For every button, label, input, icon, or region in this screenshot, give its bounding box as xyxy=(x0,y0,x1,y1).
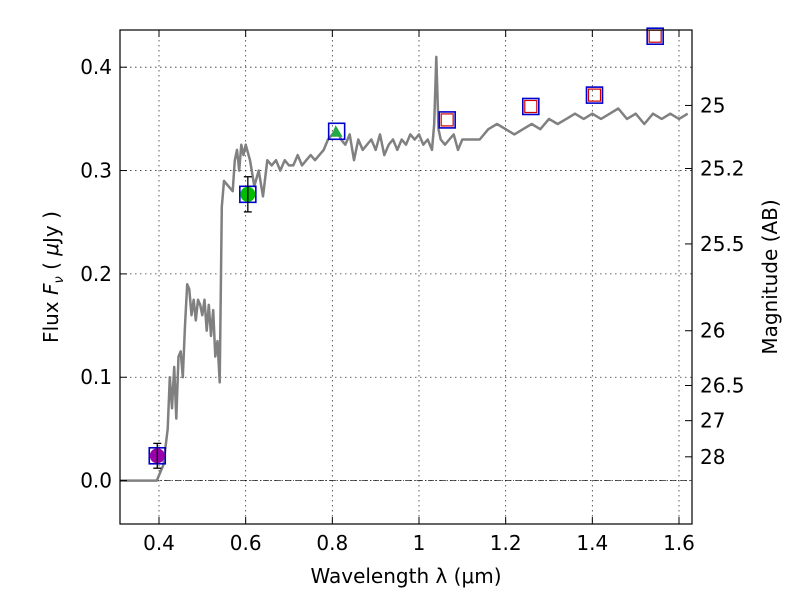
y2-tick-label-1: 25.2 xyxy=(700,156,745,180)
x-tick-label-1: 0.6 xyxy=(230,531,262,555)
y2-axis-label: Magnitude (AB) xyxy=(758,199,782,354)
model-box-z xyxy=(327,122,346,141)
model-box-Y xyxy=(438,111,456,129)
x-tick-label-5: 1.4 xyxy=(576,531,608,555)
grid-layer xyxy=(120,30,692,524)
data-point-z xyxy=(330,125,343,137)
x-tick-label-3: 1 xyxy=(413,531,426,555)
y-tick-label-1: 0.1 xyxy=(80,365,112,389)
data-point-K xyxy=(648,29,662,43)
x-tick-label-4: 1.2 xyxy=(490,531,522,555)
y2-tick-label-6: 28 xyxy=(700,445,725,469)
y-tick-label-3: 0.3 xyxy=(80,159,112,183)
y-tick-label-0: 0.0 xyxy=(80,469,112,493)
model-box-J xyxy=(521,97,540,116)
y2-tick-label-2: 25.5 xyxy=(700,232,745,256)
x-axis-label: Wavelength λ (μm) xyxy=(310,564,501,588)
model-box-K xyxy=(646,27,664,46)
y2-tick-label-3: 26 xyxy=(700,319,725,343)
y-tick-label-4: 0.4 xyxy=(80,55,112,79)
data-point-J xyxy=(524,99,538,114)
y2-tick-label-0: 25 xyxy=(700,93,725,117)
plot-layer xyxy=(120,27,689,482)
y-axis-label: Flux Fν ( μJy ) xyxy=(39,211,67,343)
tick-layer: 0.4 0.6 0.8 1 1.2 1.4 1.6 0.0 0.1 0.2 0.3 0.4 25 25.2… xyxy=(80,30,745,555)
x-tick-label-2: 0.8 xyxy=(316,531,348,555)
data-point-H xyxy=(587,88,602,102)
y-tick-label-2: 0.2 xyxy=(80,262,112,286)
model-box-H xyxy=(585,86,604,104)
plot-frame xyxy=(119,29,693,525)
data-point-Y xyxy=(440,113,454,127)
y2-tick-label-4: 26.5 xyxy=(700,374,745,398)
x-tick-label-6: 1.6 xyxy=(663,531,695,555)
sed-model-line xyxy=(120,55,689,482)
y2-tick-label-5: 27 xyxy=(700,409,725,433)
x-tick-label-0: 0.4 xyxy=(143,531,175,555)
